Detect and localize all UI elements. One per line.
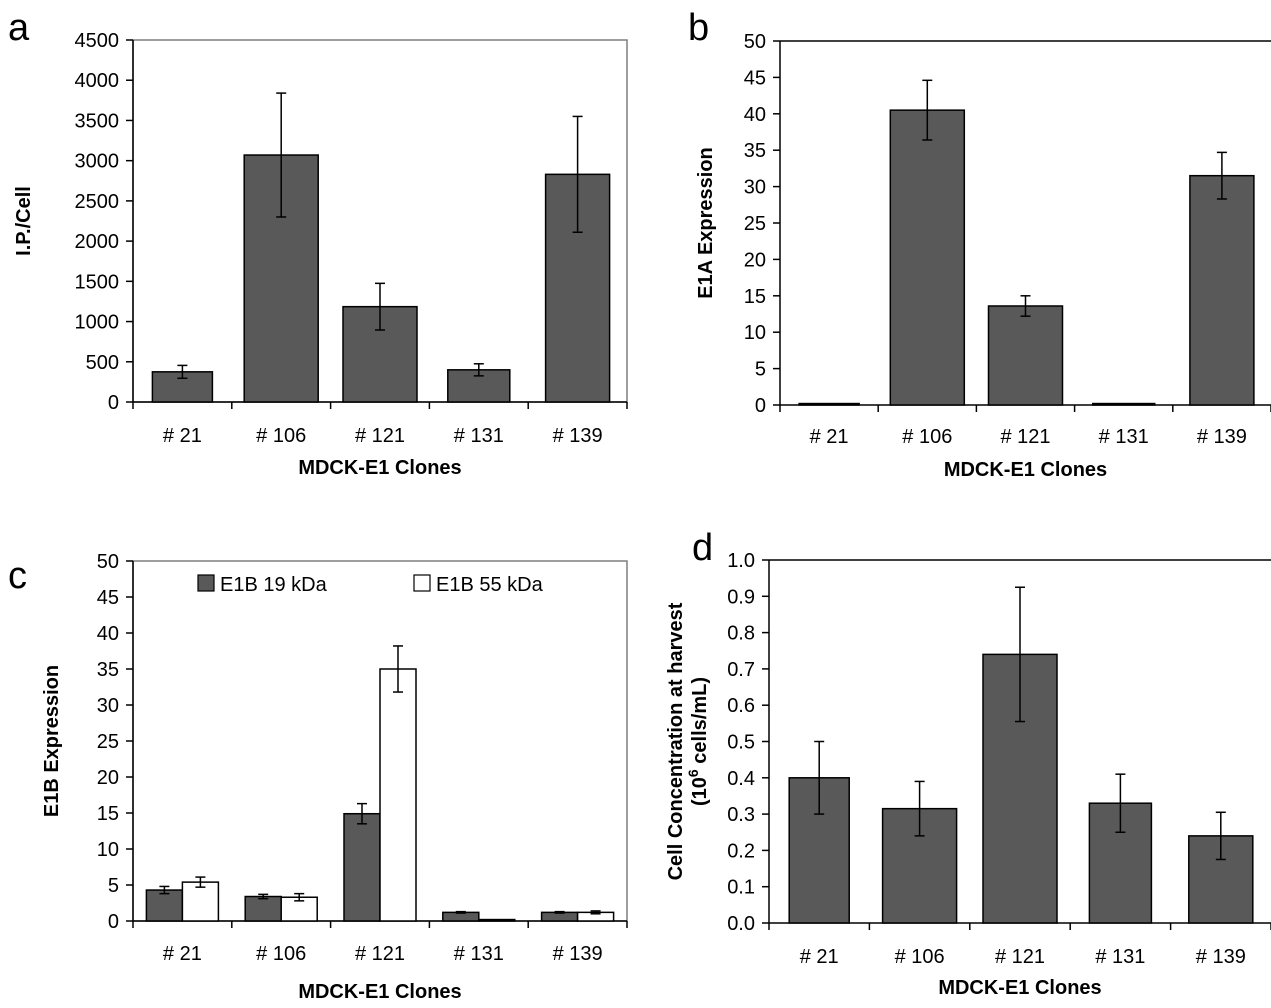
x-axis-title: MDCK-E1 Clones [938, 977, 1101, 999]
x-tick-label: # 131 [1095, 946, 1145, 968]
y-tick-label: 45 [97, 587, 119, 609]
y-tick-label: 0.5 [727, 732, 755, 754]
y-tick-label: 4000 [75, 70, 120, 92]
y-tick-label: 3500 [75, 110, 120, 132]
y-tick-label: 0.9 [727, 586, 755, 608]
y-tick-label: 0.2 [727, 840, 755, 862]
bar [798, 402, 860, 406]
y-tick-label: 25 [744, 213, 766, 235]
y-axis-title-units: (106 cells/mL) [685, 677, 711, 806]
x-tick-label: # 121 [995, 946, 1045, 968]
bar [343, 812, 381, 922]
x-tick-label: # 131 [1099, 426, 1149, 448]
bar [987, 305, 1064, 406]
x-axis-title: MDCK-E1 Clones [298, 981, 461, 1003]
x-tick-label: # 21 [163, 425, 202, 447]
y-tick-label: 2000 [75, 231, 120, 253]
y-tick-label: 0.3 [727, 804, 755, 826]
bar [145, 889, 184, 922]
y-tick-label: 35 [744, 140, 766, 162]
panel-d: d 0.0 0.1 0.2 0.3 0.4 0.5 0.6 0.7 0.8 0.9 1.0 # 21 # … [665, 527, 1271, 999]
y-tick-label: 50 [97, 551, 119, 573]
bar [1188, 835, 1254, 924]
panel-a: a 0 500 1000 1500 2000 2500 3000 3500 4000 4500 # 2… [8, 7, 628, 479]
y-axis-title: Cell Concentration at harvest [665, 602, 687, 880]
x-tick-label: # 131 [454, 425, 504, 447]
bar [889, 109, 966, 406]
panel-b: b 0 5 10 15 20 25 30 35 40 45 50 # 21 # 106 # 121 # 131… [688, 7, 1271, 481]
legend-label: E1B 55 kDa [436, 574, 544, 596]
y-tick-label: 25 [97, 731, 119, 753]
y-tick-label: 500 [86, 352, 119, 374]
y-axis-title: I.P./Cell [13, 186, 35, 256]
y-tick-label: 0.1 [727, 877, 755, 899]
panel-letter: c [8, 555, 27, 597]
y-tick-label: 15 [97, 803, 119, 825]
legend: E1B 19 kDa E1B 55 kDa [197, 574, 544, 596]
x-tick-label: # 139 [553, 943, 603, 965]
y-axis-title: E1B Expression [41, 665, 63, 817]
bar [1091, 402, 1156, 406]
y-tick-label: 4500 [75, 30, 120, 52]
y-tick-label: 1000 [75, 312, 120, 334]
x-tick-label: # 106 [256, 943, 306, 965]
x-tick-label: # 139 [1196, 946, 1246, 968]
legend-swatch [413, 574, 431, 592]
panel-letter: a [8, 7, 30, 49]
y-tick-label: 30 [744, 177, 766, 199]
x-tick-label: # 21 [163, 943, 202, 965]
bar [244, 895, 282, 922]
y-tick-label: 1500 [75, 271, 120, 293]
x-tick-label: # 21 [810, 426, 849, 448]
bar [478, 918, 516, 922]
y-tick-label: 3000 [75, 151, 120, 173]
y-tick-label: 0 [108, 392, 119, 414]
bar [1189, 174, 1255, 406]
legend-swatch [197, 574, 215, 592]
x-tick-label: # 121 [355, 943, 405, 965]
bar [181, 881, 220, 922]
y-tick-label: 20 [97, 767, 119, 789]
y-axis-title: E1A Expression [695, 147, 717, 299]
y-tick-label: 20 [744, 249, 766, 271]
y-tick-label: 0.8 [727, 623, 755, 645]
y-tick-label: 5 [108, 875, 119, 897]
x-tick-label: # 21 [800, 946, 839, 968]
y-tick-label: 5 [755, 359, 766, 381]
y-tick-label: 0 [755, 395, 766, 417]
x-tick-label: # 121 [355, 425, 405, 447]
x-tick-label: # 121 [1000, 426, 1050, 448]
x-tick-label: # 106 [902, 426, 952, 448]
y-tick-label: 0.6 [727, 695, 755, 717]
y-tick-label: 10 [97, 839, 119, 861]
bar [379, 668, 417, 922]
x-tick-label: # 106 [256, 425, 306, 447]
y-tick-label: 10 [744, 322, 766, 344]
y-tick-label: 15 [744, 286, 766, 308]
panel-letter: d [692, 527, 713, 569]
legend-label: E1B 19 kDa [220, 574, 328, 596]
y-tick-label: 40 [97, 623, 119, 645]
y-tick-label: 0.4 [727, 768, 755, 790]
x-tick-label: # 106 [895, 946, 945, 968]
x-tick-label: # 139 [553, 425, 603, 447]
y-tick-label: 45 [744, 67, 766, 89]
y-tick-label: 35 [97, 659, 119, 681]
y-tick-label: 40 [744, 104, 766, 126]
x-axis-title: MDCK-E1 Clones [298, 457, 461, 479]
y-tick-label: 2500 [75, 191, 120, 213]
y-tick-label: 0.7 [727, 659, 755, 681]
y-tick-label: 0 [108, 911, 119, 933]
x-tick-label: # 131 [454, 943, 504, 965]
panel-letter: b [688, 7, 709, 49]
y-tick-label: 0.0 [727, 913, 755, 935]
y-tick-label: 1.0 [727, 550, 755, 572]
y-tick-label: 50 [744, 31, 766, 53]
panel-c: c 0 5 10 15 20 25 30 35 40 45 50 # 21 # 106 # 121 # 131… [8, 551, 628, 1003]
x-axis-title: MDCK-E1 Clones [944, 459, 1107, 481]
y-tick-label: 30 [97, 695, 119, 717]
x-tick-label: # 139 [1197, 426, 1247, 448]
